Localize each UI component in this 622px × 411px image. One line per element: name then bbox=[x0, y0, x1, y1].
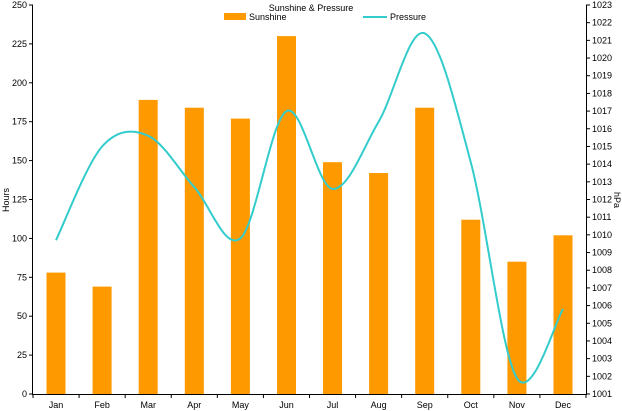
y-ticks-left: 0 25 50 75 100 125 150 175 200 225 250 bbox=[12, 0, 33, 399]
bar-sep bbox=[415, 107, 435, 394]
y2-tick-label: 1004 bbox=[592, 336, 612, 346]
y2-tick-label: 1020 bbox=[592, 53, 612, 63]
bar-dec bbox=[553, 235, 573, 394]
y2-tick-label: 1015 bbox=[592, 141, 612, 151]
bar-jun bbox=[277, 36, 296, 394]
y-tick-label: 225 bbox=[12, 39, 27, 49]
y-tick-label: 175 bbox=[12, 117, 27, 127]
y2-tick-label: 1017 bbox=[592, 106, 612, 116]
y2-tick-label: 1014 bbox=[592, 159, 612, 169]
x-tick-label: Dec bbox=[555, 400, 572, 410]
y2-tick-label: 1018 bbox=[592, 88, 612, 98]
y2-tick-label: 1023 bbox=[592, 0, 612, 10]
y2-tick-label: 1019 bbox=[592, 71, 612, 81]
y2-tick-label: 1009 bbox=[592, 248, 612, 258]
legend-label-sunshine: Sunshine bbox=[249, 12, 287, 22]
bar-may bbox=[230, 118, 250, 394]
y2-tick-label: 1013 bbox=[592, 177, 612, 187]
y2-tick-label: 1010 bbox=[592, 230, 612, 240]
y2-tick-label: 1006 bbox=[592, 301, 612, 311]
y-axis-label: Hours bbox=[1, 188, 11, 213]
y-tick-label: 250 bbox=[12, 0, 27, 10]
y-tick-label: 50 bbox=[17, 311, 27, 321]
bar-jul bbox=[323, 162, 342, 394]
y-tick-label: 75 bbox=[17, 272, 27, 282]
bar-feb bbox=[92, 286, 112, 394]
bar-apr bbox=[184, 107, 204, 394]
bar-oct bbox=[461, 219, 481, 394]
y2-tick-label: 1005 bbox=[592, 318, 612, 328]
y2-tick-label: 1008 bbox=[592, 265, 612, 275]
bar-nov bbox=[507, 261, 527, 394]
y2-tick-label: 1012 bbox=[592, 195, 612, 205]
y2-tick-label: 1011 bbox=[592, 212, 611, 222]
y2-tick-label: 1007 bbox=[592, 283, 612, 293]
x-tick-label: Mar bbox=[140, 400, 156, 410]
y-tick-label: 0 bbox=[22, 389, 27, 399]
bar-mar bbox=[138, 99, 158, 395]
legend: Sunshine Pressure bbox=[224, 12, 426, 22]
x-tick-label: Oct bbox=[464, 400, 479, 410]
y-tick-label: 100 bbox=[12, 233, 27, 243]
y-ticks-right: 1001 1002 1003 1004 1005 1006 1007 1008 1009 1010… bbox=[586, 0, 612, 399]
x-tick-label: Jul bbox=[327, 400, 339, 410]
y-tick-label: 125 bbox=[12, 195, 27, 205]
chart-title: Sunshine & Pressure bbox=[269, 3, 354, 13]
y2-tick-label: 1021 bbox=[592, 35, 612, 45]
legend-swatch-sunshine bbox=[224, 13, 246, 20]
bar-series bbox=[46, 36, 573, 395]
x-tick-label: May bbox=[232, 400, 250, 410]
x-tick-label: Sep bbox=[417, 400, 433, 410]
bar-aug bbox=[369, 173, 389, 394]
x-tick-label: Aug bbox=[371, 400, 387, 410]
y-tick-label: 150 bbox=[12, 156, 27, 166]
y2-tick-label: 1003 bbox=[592, 354, 612, 364]
bar-jan bbox=[46, 272, 66, 394]
legend-label-pressure: Pressure bbox=[390, 12, 426, 22]
y2-tick-label: 1022 bbox=[592, 18, 612, 28]
x-tick-label: Jun bbox=[279, 400, 294, 410]
x-tick-label: Nov bbox=[509, 400, 526, 410]
y-tick-label: 200 bbox=[12, 78, 27, 88]
y2-tick-label: 1016 bbox=[592, 124, 612, 134]
x-tick-label: Jan bbox=[49, 400, 64, 410]
y-tick-label: 25 bbox=[17, 350, 27, 360]
y2-tick-label: 1001 bbox=[592, 389, 612, 399]
y2-axis-label: hPa bbox=[612, 192, 622, 208]
pressure-line bbox=[55, 32, 564, 384]
y2-tick-label: 1002 bbox=[592, 371, 612, 381]
x-tick-label: Apr bbox=[187, 400, 201, 410]
x-tick-label: Feb bbox=[94, 400, 110, 410]
x-ticks: Jan Feb Mar Apr May Jun Jul Aug Sep Oct Nov Dec bbox=[32, 394, 587, 410]
